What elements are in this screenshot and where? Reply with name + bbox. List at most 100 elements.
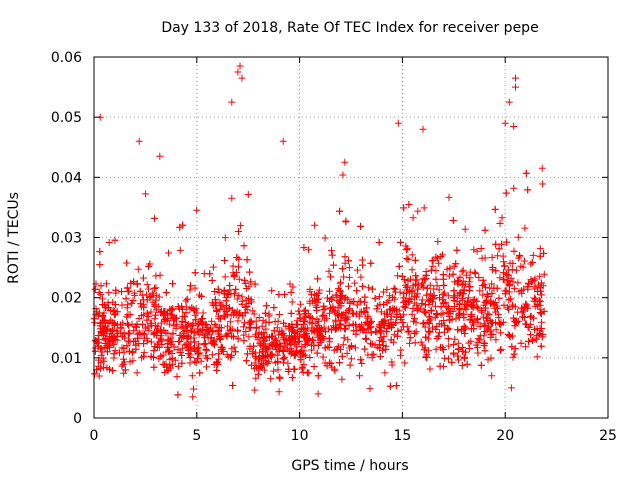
data-point: [104, 348, 111, 356]
data-point: [140, 352, 148, 360]
data-point: [514, 279, 522, 287]
data-point: [505, 98, 513, 106]
data-point: [336, 298, 344, 306]
data-point: [373, 305, 381, 313]
data-point: [97, 282, 105, 290]
axis-ticks: [93, 56, 609, 419]
data-point: [151, 214, 158, 222]
data-point: [188, 304, 196, 312]
data-point: [190, 385, 197, 393]
data-point: [480, 332, 488, 340]
data-point: [482, 297, 490, 305]
data-point: [403, 283, 411, 291]
data-point: [450, 349, 458, 357]
data-point: [151, 301, 159, 309]
data-point: [152, 296, 160, 304]
data-point: [362, 335, 370, 343]
data-point: [455, 277, 463, 285]
data-point: [376, 329, 384, 337]
data-point: [410, 299, 418, 307]
data-point: [326, 287, 333, 295]
data-point: [224, 290, 232, 298]
data-point: [423, 354, 431, 361]
data-point: [287, 350, 295, 358]
data-point: [512, 83, 519, 91]
data-point: [111, 347, 119, 355]
data-point: [155, 293, 163, 301]
data-point: [456, 300, 464, 308]
data-point: [492, 267, 500, 275]
data-point: [413, 290, 421, 298]
data-point: [470, 325, 478, 333]
data-point: [408, 266, 416, 274]
data-point: [445, 355, 452, 363]
data-point: [466, 345, 474, 352]
data-point: [328, 326, 335, 334]
data-point: [247, 296, 255, 304]
data-point: [301, 317, 309, 325]
data-point: [397, 239, 404, 246]
data-point: [202, 352, 210, 360]
data-point: [228, 351, 236, 359]
data-point: [453, 246, 461, 254]
data-point: [451, 303, 458, 310]
data-point: [500, 269, 508, 277]
data-point: [387, 312, 395, 320]
x-tick-label: 15: [393, 428, 411, 444]
data-point: [218, 346, 226, 354]
data-point: [477, 361, 485, 369]
data-point: [341, 325, 349, 333]
data-point: [475, 274, 483, 281]
data-point: [496, 346, 504, 354]
data-point: [491, 205, 499, 213]
data-point: [232, 285, 240, 293]
data-point: [139, 320, 146, 328]
data-point: [480, 301, 488, 309]
data-point: [537, 342, 545, 350]
data-point: [494, 252, 502, 260]
data-point: [183, 326, 191, 334]
y-tick-label: 0.06: [51, 50, 82, 66]
data-point: [276, 374, 284, 382]
data-point: [188, 372, 196, 380]
data-point: [126, 311, 134, 319]
data-point: [428, 257, 436, 265]
data-point: [400, 204, 408, 212]
data-point: [124, 330, 132, 338]
data-point: [336, 359, 343, 367]
data-point: [303, 330, 311, 338]
data-point: [179, 312, 187, 320]
data-point: [511, 322, 519, 330]
data-point: [522, 300, 530, 308]
data-point: [243, 256, 251, 264]
data-point: [296, 315, 304, 323]
data-point: [439, 346, 447, 354]
data-point: [192, 359, 200, 367]
data-point: [280, 348, 287, 355]
data-point: [466, 283, 474, 291]
data-point: [538, 164, 546, 172]
data-point: [436, 362, 444, 370]
data-point: [287, 288, 295, 296]
data-point: [327, 304, 334, 312]
data-point: [320, 311, 328, 319]
data-point: [487, 354, 495, 362]
data-point: [140, 349, 148, 357]
data-point: [439, 299, 447, 307]
data-point: [255, 365, 263, 372]
data-point: [241, 276, 249, 284]
data-point: [450, 341, 458, 348]
data-point: [180, 332, 188, 340]
data-point: [422, 353, 430, 361]
data-point: [371, 294, 379, 302]
data-point: [272, 337, 280, 345]
data-point: [501, 290, 509, 298]
data-point: [359, 261, 366, 269]
data-point: [152, 284, 160, 292]
data-point: [293, 320, 301, 328]
data-point: [495, 320, 503, 328]
data-point: [125, 287, 133, 295]
data-point: [228, 325, 236, 333]
data-point: [214, 285, 222, 293]
data-point: [529, 251, 537, 259]
